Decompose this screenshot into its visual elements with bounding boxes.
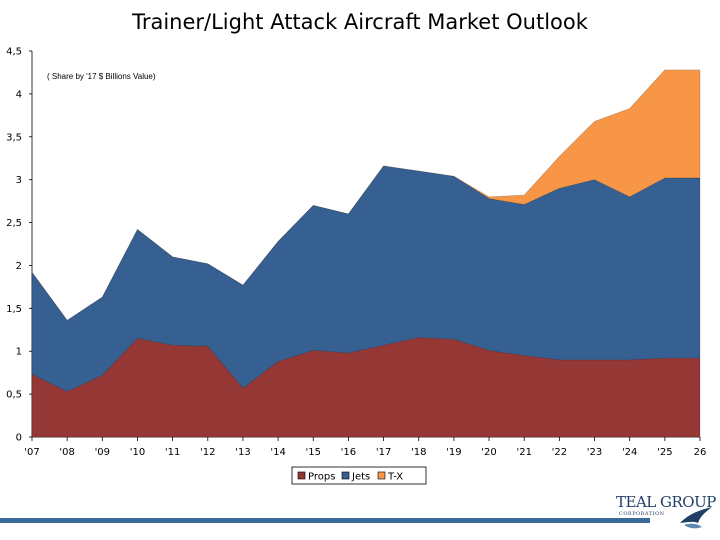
y-tick-label: 1,5	[6, 304, 22, 315]
x-tick-label: '15	[306, 447, 321, 458]
legend-swatch	[297, 471, 306, 480]
x-tick-label: '22	[552, 447, 567, 458]
y-tick-label: 1	[16, 347, 22, 358]
x-tick-label: '24	[622, 447, 637, 458]
chart-title: Trainer/Light Attack Aircraft Market Out…	[132, 10, 588, 34]
y-tick-label: 3,5	[6, 132, 22, 143]
x-tick-label: '19	[446, 447, 461, 458]
x-tick-label: '17	[376, 447, 391, 458]
legend-swatch	[377, 471, 386, 480]
footer-bar	[0, 518, 650, 523]
x-tick-label: '12	[200, 447, 215, 458]
x-tick-label: '20	[481, 447, 496, 458]
logo-sub: CORPORATION	[619, 511, 665, 517]
x-tick-label: '10	[130, 447, 145, 458]
legend-label: Jets	[351, 472, 370, 483]
legend-swatch	[341, 471, 350, 480]
x-tick-label: '11	[165, 447, 180, 458]
area-jets	[31, 165, 701, 392]
y-tick-label: 0	[16, 433, 22, 444]
chart-note: ( Share by '17 $ Billions Value)	[47, 72, 156, 81]
x-tick-label: '23	[587, 447, 602, 458]
teal-group-logo: TEAL GROUP CORPORATION	[616, 493, 716, 533]
legend-label: Props	[308, 472, 335, 483]
area-t-x	[31, 69, 701, 321]
x-tick-label: '16	[341, 447, 356, 458]
x-tick-label: '07	[24, 447, 39, 458]
logo-name: TEAL GROUP	[616, 493, 716, 511]
y-tick-label: 0,5	[6, 390, 22, 401]
x-tick-label: '21	[516, 447, 531, 458]
bird-icon	[680, 507, 712, 529]
x-tick-label: '14	[270, 447, 285, 458]
y-tick-label: 3	[16, 175, 22, 186]
x-tick-label: 26	[694, 447, 707, 458]
legend-label: T-X	[387, 472, 403, 483]
x-tick-label: '13	[235, 447, 250, 458]
y-tick-label: 2,5	[6, 218, 22, 229]
x-tick-label: '08	[59, 447, 74, 458]
x-tick-label: '18	[411, 447, 426, 458]
x-tick-label: '09	[95, 447, 110, 458]
legend-box	[291, 466, 427, 485]
y-tick-label: 4,5	[6, 47, 22, 58]
y-tick-label: 2	[16, 261, 22, 272]
x-tick-label: '25	[657, 447, 672, 458]
y-tick-label: 4	[16, 89, 22, 100]
